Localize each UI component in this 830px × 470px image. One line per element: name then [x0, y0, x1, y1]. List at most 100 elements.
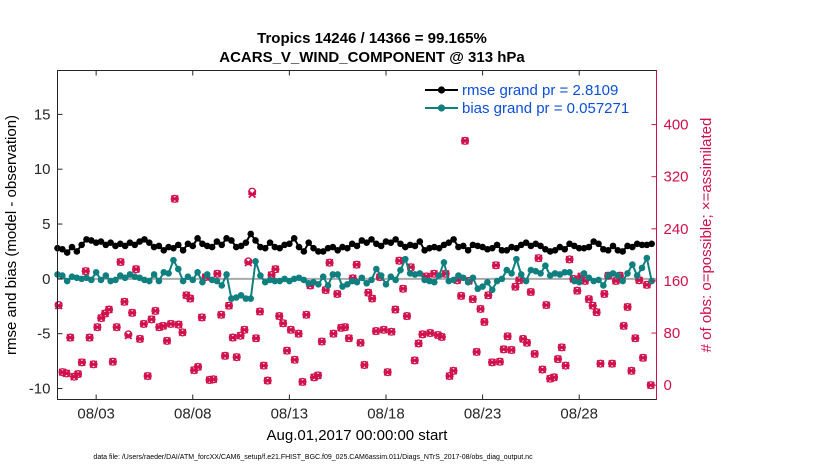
- rmse-point: [638, 241, 646, 249]
- rmse-point: [266, 239, 274, 246]
- bias-point: [619, 277, 626, 285]
- obs-assimilated-marker: [228, 333, 237, 342]
- obs-assimilated-marker: [116, 258, 125, 266]
- rmse-point: [300, 248, 308, 255]
- obs-assimilated-marker: [112, 323, 121, 332]
- bias-point: [223, 271, 230, 278]
- obs-assimilated-marker: [314, 371, 322, 380]
- obs-assimilated-marker: [538, 365, 547, 374]
- y-axis-right: 0 80 160 240 320 400: [651, 70, 689, 400]
- obs-assimilated-marker: [259, 361, 268, 370]
- bias-point: [600, 282, 607, 289]
- rmse-point: [459, 242, 467, 250]
- rmse-point: [242, 239, 250, 246]
- obs-assimilated-marker: [379, 325, 388, 334]
- bias-point: [392, 276, 399, 284]
- rmse-point: [537, 242, 544, 250]
- obs-assimilated-marker: [492, 261, 500, 270]
- x-tick-label: 08/13: [271, 406, 309, 423]
- legend-bias-marker: [437, 104, 446, 112]
- obs-assimilated-marker: [426, 329, 435, 337]
- bias-point: [344, 281, 351, 288]
- bias-point: [97, 276, 105, 284]
- rmse-point: [170, 244, 177, 252]
- obs-assimilated-marker: [279, 319, 288, 328]
- rmse-point: [261, 244, 269, 252]
- rmse-point: [141, 236, 148, 243]
- bias-point: [440, 259, 448, 266]
- bias-series: [54, 254, 655, 302]
- bias-point: [199, 278, 206, 286]
- bias-point: [112, 276, 119, 284]
- bias-point: [537, 270, 544, 277]
- obs-assimilated-marker: [627, 366, 636, 375]
- bias-point: [479, 283, 486, 290]
- bias-point: [503, 266, 511, 274]
- rmse-point: [179, 247, 187, 254]
- y-axis-label-left: rmse and bias (model - observation): [3, 115, 20, 355]
- obs-assimilated-marker: [197, 313, 206, 322]
- legend: rmse grand pr = 2.8109 bias grand pr = 0…: [421, 78, 645, 119]
- rmse-point: [334, 247, 341, 254]
- bias-point: [252, 258, 259, 265]
- obs-assimilated-marker: [147, 315, 156, 324]
- bias-point: [508, 270, 515, 277]
- rmse-point: [213, 238, 221, 245]
- obs-assimilated-marker: [62, 369, 71, 378]
- obs-assimilated-marker: [263, 376, 272, 385]
- obs-assimilated-marker: [248, 190, 257, 199]
- obs-assimilated-marker: [639, 353, 647, 362]
- bias-point: [329, 271, 337, 278]
- chart-title-line1: Tropics 14246 / 14366 = 99.165%: [257, 30, 487, 47]
- bias-point: [542, 262, 549, 270]
- bias-point: [585, 274, 593, 282]
- obs-assimilated-marker: [329, 329, 338, 338]
- rmse-point: [121, 242, 129, 250]
- obs-assimilated-marker: [553, 355, 562, 364]
- obs-assimilated-marker: [298, 377, 307, 386]
- bias-point: [373, 265, 380, 273]
- rmse-point: [368, 236, 375, 243]
- rmse-point: [295, 243, 303, 251]
- obs-assimilated-marker: [360, 361, 369, 369]
- rmse-point: [131, 241, 139, 249]
- x-tick-label: 08/23: [464, 406, 502, 423]
- obs-assimilated-marker: [213, 269, 222, 278]
- legend-box: [421, 78, 645, 119]
- obs-assimilated-marker: [592, 308, 601, 317]
- rmse-point: [78, 241, 85, 249]
- bias-point: [633, 272, 641, 279]
- y-tick-label-left: -10: [29, 381, 51, 398]
- bias-point: [575, 278, 583, 286]
- obs-assimilated-marker: [395, 256, 404, 265]
- obs-assimilated-marker: [194, 362, 202, 371]
- obs-assimilated-marker: [271, 265, 280, 274]
- obs-assimilated-marker: [596, 359, 605, 368]
- rmse-point: [551, 247, 559, 254]
- bias-point: [377, 272, 385, 279]
- obs-assimilated-marker: [275, 312, 284, 321]
- obs-assimilated-marker: [383, 368, 392, 377]
- rmse-point: [377, 242, 385, 250]
- obs-assimilated-marker: [619, 321, 628, 330]
- obs-assimilated-marker: [561, 361, 570, 370]
- obs-assimilated-marker: [135, 334, 144, 343]
- obs-assimilated-marker: [468, 295, 477, 304]
- y-axis-left: -10 -5 0 5 10 15: [29, 106, 63, 398]
- y-tick-label-right: 0: [664, 377, 672, 394]
- obs-assimilated-marker: [170, 194, 179, 203]
- bias-point: [300, 276, 308, 284]
- obs-assimilated-marker: [526, 288, 535, 296]
- obs-assimilated-marker: [244, 258, 253, 267]
- rmse-point: [107, 239, 114, 246]
- obs-assimilated-marker: [480, 318, 489, 326]
- y-tick-label-right: 400: [664, 117, 689, 134]
- obs-assimilated-marker: [186, 294, 195, 303]
- obs-assimilated-marker: [484, 291, 493, 300]
- rmse-point: [609, 242, 617, 250]
- obs-assimilated-marker: [178, 328, 187, 337]
- rmse-point: [493, 241, 501, 249]
- rmse-point: [619, 248, 626, 255]
- x-tick-label: 08/03: [77, 406, 115, 423]
